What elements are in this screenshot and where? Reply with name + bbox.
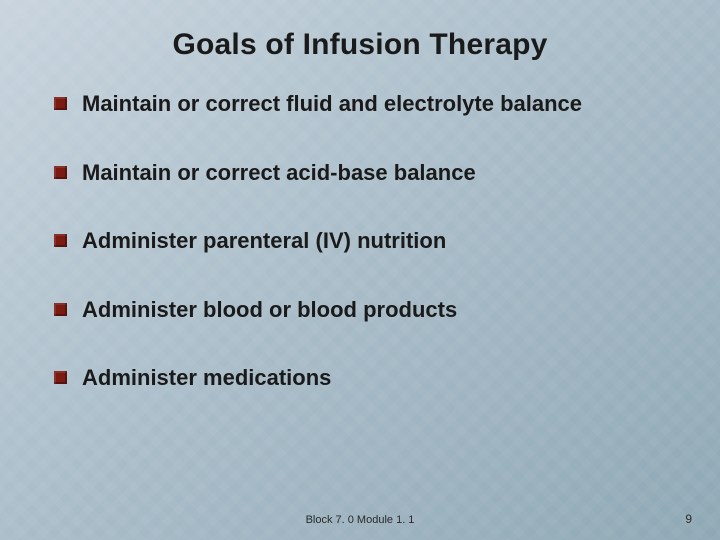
list-item: Administer blood or blood products bbox=[52, 296, 676, 324]
list-item: Maintain or correct acid-base balance bbox=[52, 159, 676, 187]
list-item: Administer parenteral (IV) nutrition bbox=[52, 227, 676, 255]
list-item: Administer medications bbox=[52, 364, 676, 392]
slide-container: Goals of Infusion Therapy Maintain or co… bbox=[0, 0, 720, 540]
list-item: Maintain or correct fluid and electrolyt… bbox=[52, 90, 676, 118]
page-number: 9 bbox=[685, 512, 692, 526]
page-title: Goals of Infusion Therapy bbox=[44, 28, 676, 62]
bullet-list: Maintain or correct fluid and electrolyt… bbox=[44, 90, 676, 392]
footer-center-text: Block 7. 0 Module 1. 1 bbox=[0, 514, 720, 526]
